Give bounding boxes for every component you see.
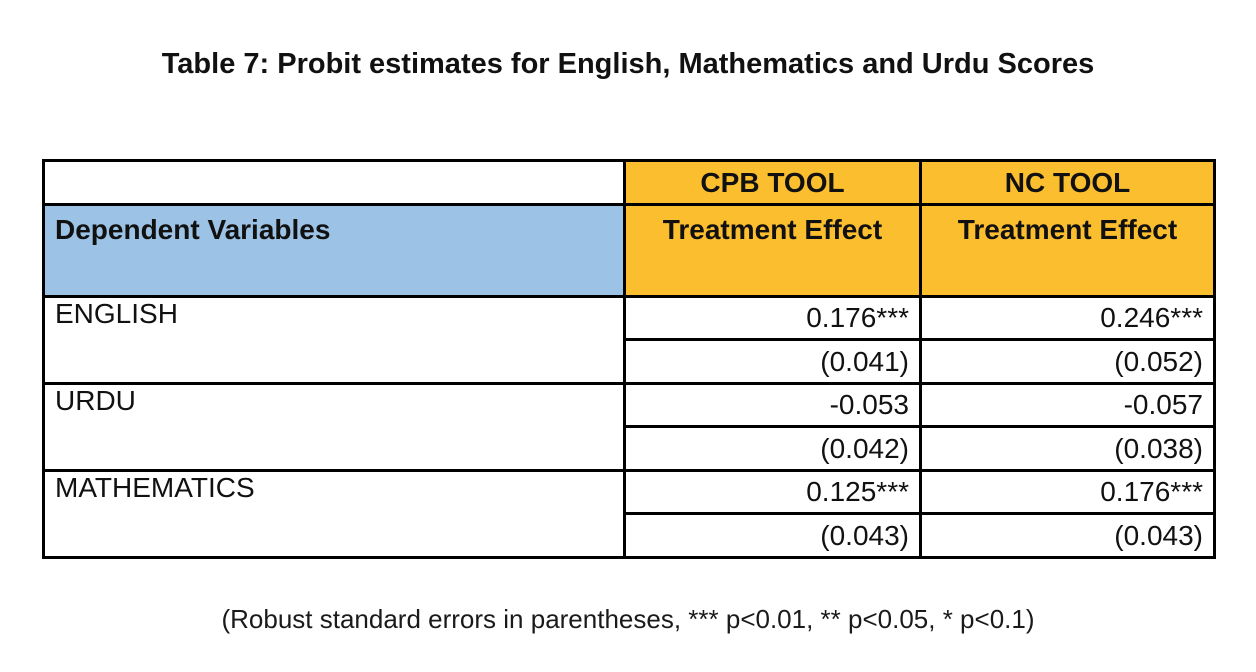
table-row-mathematics-coef: MATHEMATICS 0.125*** 0.176*** [42,469,1216,559]
dependent-variables-header: Dependent Variables [42,203,626,298]
table-row-mathematics-se: (0.043) (0.043) [44,512,1216,559]
treatment-effect-header-cpb: Treatment Effect [623,203,922,298]
column-header-nc-tool: NC TOOL [919,159,1216,206]
table-row-urdu-se: (0.042) (0.038) [44,425,1216,472]
blank-corner-cell [42,159,626,206]
mathematics-cpb-stderr: (0.043) [623,512,922,559]
urdu-nc-stderr: (0.038) [919,425,1216,472]
english-cpb-coefficient: 0.176*** [623,295,922,341]
table-title: Table 7: Probit estimates for English, M… [161,48,1095,80]
table-row-urdu-coef: URDU -0.053 -0.057 [42,382,1216,472]
english-cpb-stderr: (0.041) [623,338,922,385]
table-row-english-se: (0.041) (0.052) [44,338,1216,385]
mathematics-cpb-coefficient: 0.125*** [623,469,922,515]
mathematics-nc-coefficient: 0.176*** [919,469,1216,515]
probit-results-table: CPB TOOL NC TOOL Dependent Variables Tre… [42,159,1216,559]
english-nc-coefficient: 0.246*** [919,295,1216,341]
treatment-effect-header-nc: Treatment Effect [919,203,1216,298]
tool-header-row: CPB TOOL NC TOOL [42,159,1216,206]
urdu-cpb-coefficient: -0.053 [623,382,922,428]
table-row-english-coef: ENGLISH 0.176*** 0.246*** [42,295,1216,385]
urdu-nc-coefficient: -0.057 [919,382,1216,428]
column-header-cpb-tool: CPB TOOL [623,159,922,206]
mathematics-nc-stderr: (0.043) [919,512,1216,559]
urdu-cpb-stderr: (0.042) [623,425,922,472]
row-label-urdu: URDU [42,382,626,472]
effect-header-row: Dependent Variables Treatment Effect Tre… [42,203,1216,298]
row-label-mathematics: MATHEMATICS [42,469,626,559]
table-footnote: (Robust standard errors in parentheses, … [221,604,1035,634]
english-nc-stderr: (0.052) [919,338,1216,385]
row-label-english: ENGLISH [42,295,626,385]
